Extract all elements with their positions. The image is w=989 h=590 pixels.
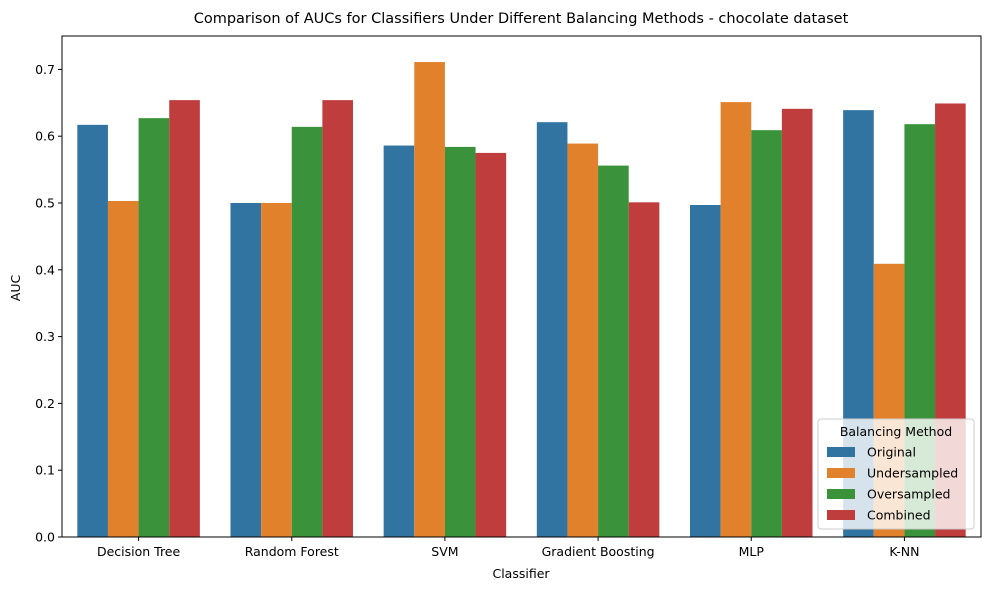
y-tick-label: 0.3	[35, 329, 55, 344]
bar-original-svm	[383, 145, 415, 538]
y-tick-label: 0.7	[35, 62, 55, 77]
bar-oversampled-svm	[444, 146, 476, 537]
bar-undersampled-svm	[414, 62, 445, 538]
bar-original-random-forest	[230, 203, 262, 537]
bar-oversampled-random-forest	[291, 126, 323, 537]
x-tick-label: Gradient Boosting	[542, 544, 655, 559]
y-tick-label: 0.1	[35, 463, 55, 478]
bar-combined-decision-tree	[169, 100, 200, 537]
x-tick-label: K-NN	[889, 544, 919, 559]
x-tick-label: SVM	[431, 544, 458, 559]
y-tick-label: 0.0	[35, 530, 55, 545]
legend-box	[817, 418, 975, 530]
legend-label-oversampled: Oversampled	[867, 487, 950, 502]
bar-oversampled-mlp	[751, 130, 782, 537]
bar-combined-svm	[475, 152, 507, 537]
x-tick-label: MLP	[739, 544, 765, 559]
legend-swatch-original	[827, 447, 855, 457]
bars-group	[77, 62, 966, 538]
bar-original-gradient-boosting	[536, 122, 568, 538]
axes-group: 0.0 0.1 0.2 0.3 0.4 0.5 0.6 0.7 Decision Tree Ran…	[35, 35, 982, 559]
y-axis-label: AUC	[8, 275, 23, 302]
x-axis-label: Classifier	[492, 566, 550, 581]
bar-combined-mlp	[781, 108, 813, 537]
bar-undersampled-decision-tree	[107, 201, 139, 537]
y-tick-label: 0.4	[35, 262, 55, 277]
bar-undersampled-random-forest	[261, 203, 292, 537]
chart-title: Comparison of AUCs for Classifiers Under…	[194, 11, 849, 27]
legend-title: Balancing Method	[840, 424, 952, 439]
legend-swatch-undersampled	[827, 468, 855, 478]
legend: Balancing Method Original Undersampled Over…	[817, 418, 975, 530]
bar-combined-gradient-boosting	[628, 202, 660, 537]
legend-swatch-oversampled	[827, 489, 855, 499]
bar-combined-random-forest	[322, 100, 354, 537]
y-tick-label: 0.5	[35, 196, 55, 211]
legend-label-original: Original	[867, 445, 916, 460]
plot-frame	[61, 35, 982, 538]
y-tick-label: 0.2	[35, 396, 55, 411]
legend-label-combined: Combined	[867, 508, 931, 523]
bar-oversampled-decision-tree	[138, 118, 170, 537]
y-tick-label: 0.6	[35, 129, 55, 144]
bar-original-decision-tree	[77, 124, 108, 537]
legend-swatch-combined	[827, 510, 855, 520]
bar-oversampled-gradient-boosting	[598, 165, 629, 537]
legend-label-undersampled: Undersampled	[867, 466, 958, 481]
x-tick-label: Random Forest	[245, 544, 339, 559]
bar-undersampled-mlp	[720, 102, 752, 537]
x-tick-label: Decision Tree	[97, 544, 181, 559]
bar-original-mlp	[689, 205, 721, 537]
bar-undersampled-gradient-boosting	[567, 143, 599, 538]
